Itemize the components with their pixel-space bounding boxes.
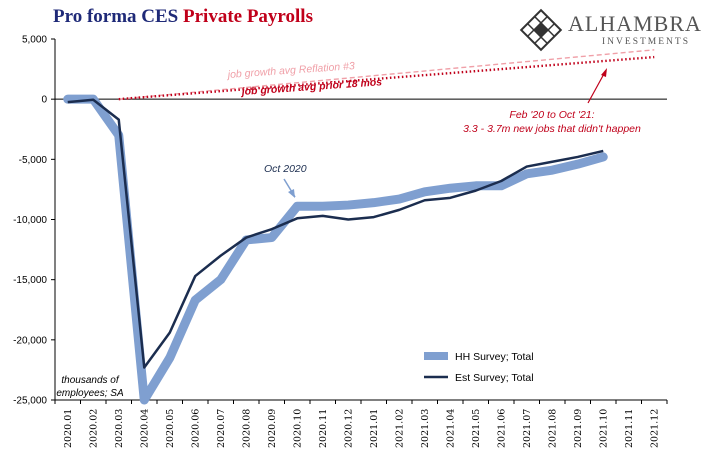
alhambra-logo: ALHAMBRA INVESTMENTS	[518, 8, 701, 52]
x-tick-label: 2020.07	[216, 409, 227, 448]
x-tick-label: 2021.12	[649, 409, 660, 448]
x-tick-label: 2020.12	[343, 409, 354, 448]
y-tick-label: 0	[41, 95, 47, 106]
x-tick-label: 2021.03	[420, 409, 431, 448]
reflation-trend-line	[118, 49, 655, 100]
x-tick-label: 2021.07	[522, 409, 533, 448]
x-tick-label: 2021.01	[369, 409, 380, 448]
oct2020-arrow-head	[288, 189, 295, 198]
x-tick-label: 2020.05	[165, 409, 176, 448]
reflation-label: job growth avg Reflation #3	[225, 60, 355, 81]
x-tick-label: 2021.09	[573, 409, 584, 448]
x-tick-label: 2020.04	[139, 409, 150, 448]
chart-title: Pro forma CES Private Payrolls	[53, 6, 313, 28]
y-tick-label: -15,000	[13, 275, 47, 286]
y-tick-label: -5,000	[19, 155, 48, 166]
x-tick-label: 2020.01	[63, 409, 74, 448]
legend-hh-label: HH Survey; Total	[455, 351, 534, 363]
x-tick-label: 2020.08	[241, 409, 252, 448]
y-tick-label: -20,000	[13, 335, 47, 346]
title-part-red: Private Payrolls	[183, 6, 313, 27]
x-tick-label: 2020.10	[292, 409, 303, 448]
legend-est-label: Est Survey; Total	[455, 372, 534, 384]
units-label-line1: thousands of	[61, 375, 119, 386]
y-tick-label: -10,000	[13, 215, 47, 226]
prior-label: job growth avg prior 18 mos	[239, 76, 382, 98]
feb-label-line1: Feb '20 to Oct '21:	[509, 109, 594, 121]
prior-trend-line	[118, 55, 655, 101]
oct2020-label: Oct 2020	[264, 163, 307, 175]
x-tick-label: 2020.06	[190, 409, 201, 448]
logo-brand-text: ALHAMBRA	[568, 11, 702, 36]
diamond-lattice-icon	[519, 8, 563, 52]
x-tick-label: 2021.04	[445, 409, 456, 448]
y-tick-label: 5,000	[22, 35, 47, 46]
hh-survey-line	[63, 94, 608, 405]
est-survey-line	[67, 98, 604, 369]
logo-sub-text: INVESTMENTS	[602, 37, 690, 47]
x-tick-label: 2020.02	[88, 409, 99, 448]
feb-label-line2: 3.3 - 3.7m new jobs that didn't happen	[463, 123, 641, 135]
title-part-blue: Pro forma CES	[53, 6, 179, 27]
x-tick-label: 2020.03	[114, 409, 125, 448]
feb-arrow-head	[601, 68, 607, 77]
feb-arrow-line	[587, 71, 606, 104]
x-tick-label: 2021.06	[496, 409, 507, 448]
x-tick-label: 2021.08	[547, 409, 558, 448]
units-label-line2: employees; SA	[56, 388, 124, 399]
x-tick-label: 2021.02	[394, 409, 405, 448]
x-tick-label: 2020.09	[267, 409, 278, 448]
y-tick-label: -25,000	[13, 396, 47, 407]
x-tick-label: 2021.10	[598, 409, 609, 448]
x-tick-label: 2021.11	[624, 409, 635, 448]
x-tick-label: 2021.05	[471, 409, 482, 448]
x-tick-label: 2020.11	[318, 409, 329, 448]
